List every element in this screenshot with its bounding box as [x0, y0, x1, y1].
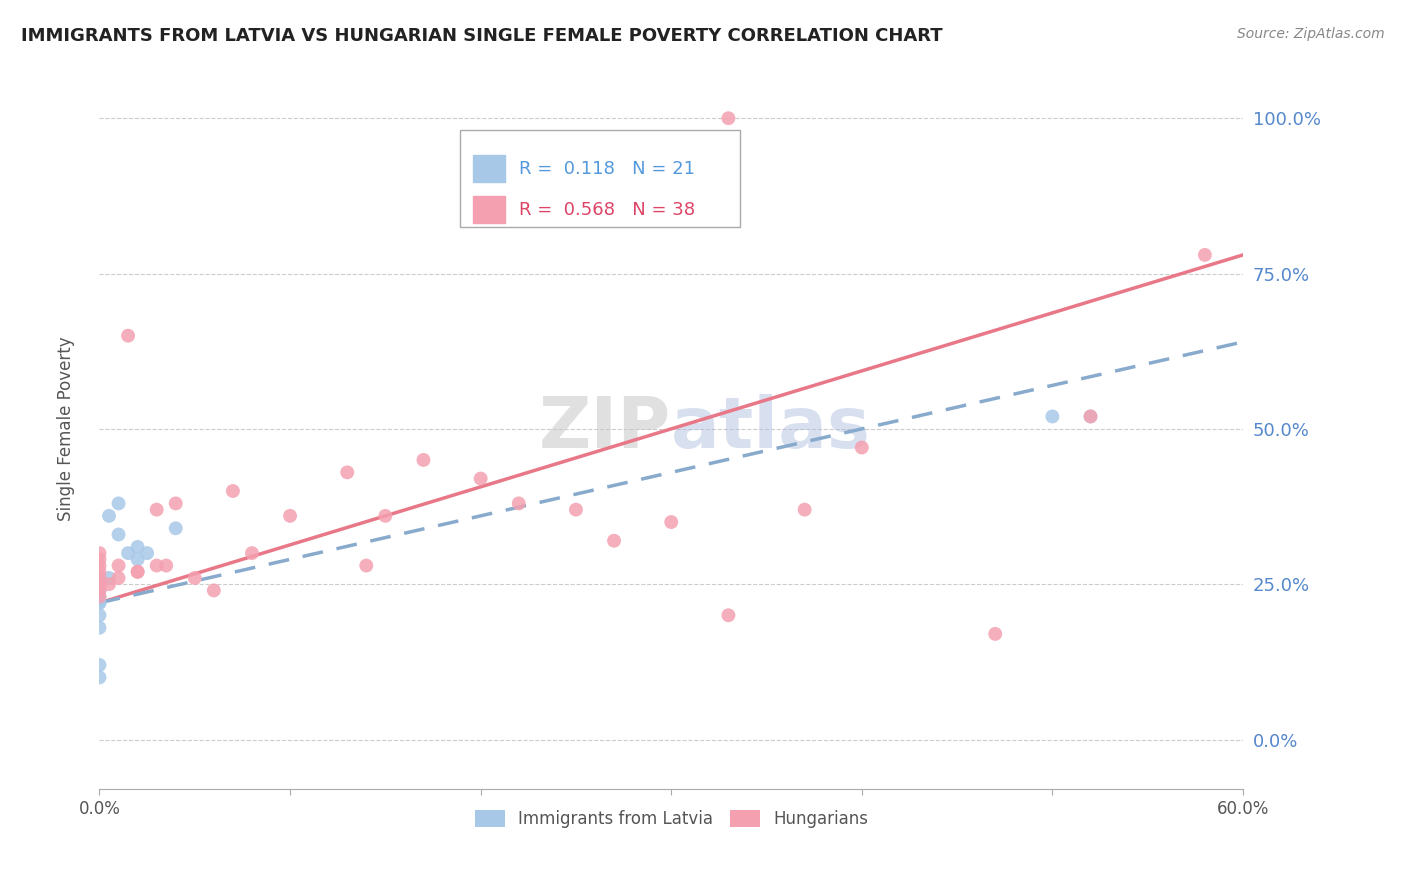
Point — [222, 483, 245, 498]
Point — [89, 571, 111, 585]
Point — [717, 112, 740, 126]
Y-axis label: Single Female Poverty: Single Female Poverty — [58, 336, 75, 521]
Point — [89, 565, 111, 579]
Point — [145, 502, 167, 516]
Point — [412, 453, 434, 467]
Point — [98, 508, 121, 523]
Point — [470, 472, 492, 486]
Point — [127, 565, 149, 579]
Point — [107, 496, 129, 510]
Point — [145, 558, 167, 573]
Point — [356, 558, 378, 573]
Point — [127, 552, 149, 566]
FancyBboxPatch shape — [460, 129, 740, 227]
Point — [717, 608, 740, 623]
Point — [107, 558, 129, 573]
Point — [89, 670, 111, 684]
Point — [89, 558, 111, 573]
Point — [98, 571, 121, 585]
Point — [165, 521, 187, 535]
Point — [89, 596, 111, 610]
Text: R =  0.118   N = 21: R = 0.118 N = 21 — [519, 160, 695, 178]
Point — [1080, 409, 1102, 424]
Point — [89, 590, 111, 604]
Text: R =  0.568   N = 38: R = 0.568 N = 38 — [519, 201, 696, 219]
Point — [89, 546, 111, 560]
Point — [127, 565, 149, 579]
Point — [107, 527, 129, 541]
Point — [565, 502, 588, 516]
Point — [89, 608, 111, 623]
Point — [89, 571, 111, 585]
Point — [374, 508, 396, 523]
Point — [136, 546, 159, 560]
Text: IMMIGRANTS FROM LATVIA VS HUNGARIAN SINGLE FEMALE POVERTY CORRELATION CHART: IMMIGRANTS FROM LATVIA VS HUNGARIAN SING… — [21, 27, 942, 45]
Point — [155, 558, 177, 573]
Point — [659, 515, 682, 529]
Point — [984, 627, 1007, 641]
Point — [89, 590, 111, 604]
Point — [117, 328, 139, 343]
Point — [89, 583, 111, 598]
Point — [508, 496, 530, 510]
Point — [98, 577, 121, 591]
Point — [202, 583, 225, 598]
Point — [240, 546, 263, 560]
Point — [336, 466, 359, 480]
Point — [184, 571, 207, 585]
Point — [1042, 409, 1064, 424]
Point — [793, 502, 815, 516]
Point — [89, 577, 111, 591]
Bar — [474, 196, 505, 223]
Point — [89, 621, 111, 635]
Point — [89, 552, 111, 566]
Point — [89, 596, 111, 610]
Text: Source: ZipAtlas.com: Source: ZipAtlas.com — [1237, 27, 1385, 41]
Point — [107, 571, 129, 585]
Point — [127, 540, 149, 554]
Point — [89, 577, 111, 591]
Point — [89, 583, 111, 598]
Point — [278, 508, 301, 523]
Point — [851, 441, 873, 455]
Point — [89, 657, 111, 672]
Point — [1194, 248, 1216, 262]
Bar — [474, 155, 505, 182]
Point — [1080, 409, 1102, 424]
Text: atlas: atlas — [671, 394, 872, 463]
Point — [117, 546, 139, 560]
Legend: Immigrants from Latvia, Hungarians: Immigrants from Latvia, Hungarians — [468, 804, 875, 835]
Text: ZIP: ZIP — [538, 394, 671, 463]
Point — [603, 533, 626, 548]
Point — [165, 496, 187, 510]
